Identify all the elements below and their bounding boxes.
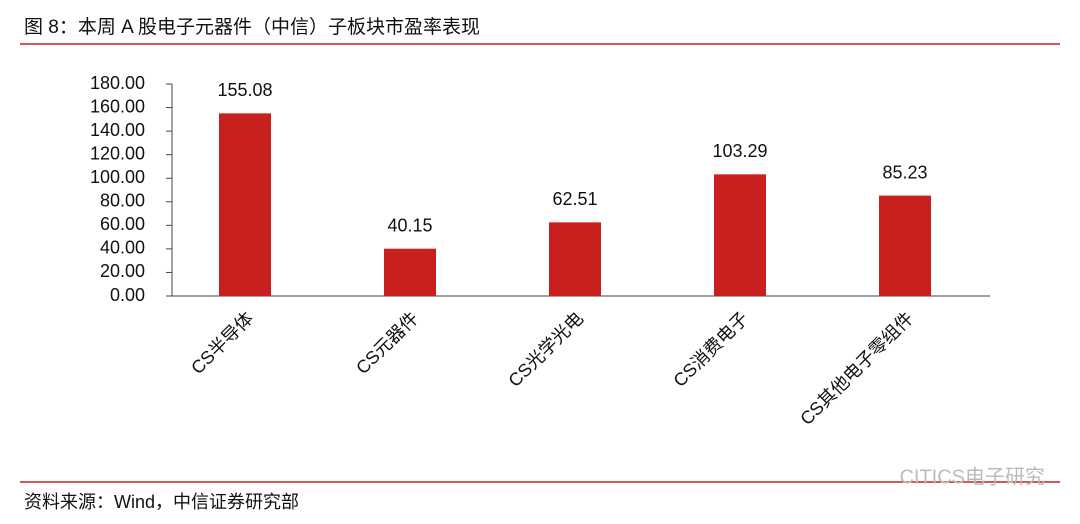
y-tick-label: 80.00 <box>100 191 145 211</box>
x-tick-label: CS消费电子 <box>669 308 752 391</box>
x-tick-label: CS半导体 <box>187 308 257 378</box>
bar <box>384 248 436 296</box>
y-tick-label: 140.00 <box>90 120 145 140</box>
y-tick-label: 180.00 <box>90 73 145 93</box>
chart-title: 图 8：本周 A 股电子元器件（中信）子板块市盈率表现 <box>24 16 480 38</box>
bar <box>714 174 766 296</box>
x-tick-label: CS光学光电 <box>504 308 587 391</box>
value-label: 155.08 <box>217 80 272 100</box>
y-tick-label: 40.00 <box>100 238 145 258</box>
value-label: 85.23 <box>882 162 927 182</box>
y-tick-label: 100.00 <box>90 167 145 187</box>
source-note: 资料来源：Wind，中信证券研究部 <box>24 492 299 512</box>
y-tick-label: 160.00 <box>90 96 145 116</box>
value-label: 62.51 <box>552 189 597 209</box>
y-tick-label: 0.00 <box>110 285 145 305</box>
bar <box>549 222 601 296</box>
bar <box>879 195 931 296</box>
x-tick-label: CS元器件 <box>352 308 422 378</box>
y-tick-label: 120.00 <box>90 143 145 163</box>
value-label: 103.29 <box>712 141 767 161</box>
y-tick-label: 60.00 <box>100 214 145 234</box>
y-tick-label: 20.00 <box>100 261 145 281</box>
value-label: 40.15 <box>387 215 432 235</box>
x-tick-label: CS其他电子零组件 <box>796 308 917 429</box>
watermark: CITICS电子研究 <box>899 465 1045 488</box>
bar <box>219 113 271 296</box>
